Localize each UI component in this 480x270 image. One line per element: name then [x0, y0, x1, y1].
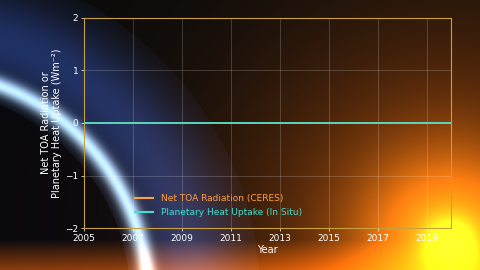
Y-axis label: Net TOA Radiation or
Planetary Heat Uptake (Wm⁻²): Net TOA Radiation or Planetary Heat Upta…	[41, 48, 62, 198]
Legend: Net TOA Radiation (CERES), Planetary Heat Uptake (In Situ): Net TOA Radiation (CERES), Planetary Hea…	[132, 191, 304, 220]
X-axis label: Year: Year	[257, 245, 278, 255]
